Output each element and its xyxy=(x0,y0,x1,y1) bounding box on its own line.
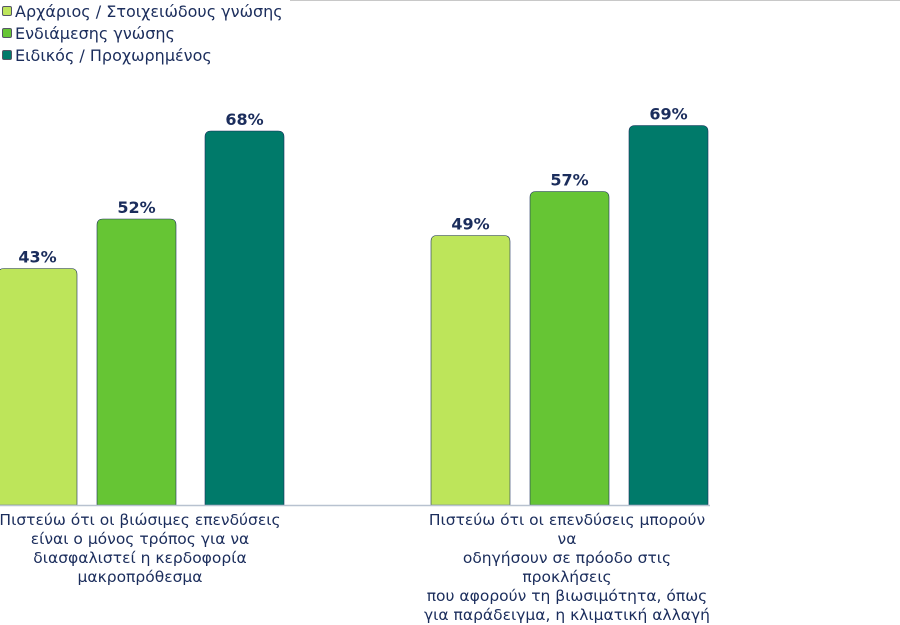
data-label: 68% xyxy=(225,110,263,129)
legend-label: Αρχάριος / Στοιχειώδους γνώσης xyxy=(15,1,283,21)
legend-item-expert: Ειδικός / Προχωρημένος xyxy=(2,44,283,66)
bar xyxy=(96,218,177,506)
data-label: 52% xyxy=(117,198,155,217)
legend-swatch xyxy=(2,6,12,16)
category-line: Πιστεύω ότι οι βιώσιμες επενδύσεις xyxy=(0,511,281,529)
category-label-2: Πιστεύω ότι οι επενδύσεις μπορούν να οδη… xyxy=(417,511,717,625)
category-line: για παράδειγμα, η κλιματική αλλαγή xyxy=(423,606,710,624)
category-label-1: Πιστεύω ότι οι βιώσιμες επενδύσεις είναι… xyxy=(0,511,290,587)
legend-label: Ενδιάμεσης γνώσης xyxy=(15,23,175,43)
legend-item-beginner: Αρχάριος / Στοιχειώδους γνώσης xyxy=(2,0,283,22)
data-label: 49% xyxy=(451,215,489,234)
data-label: 43% xyxy=(18,248,56,267)
legend-swatch xyxy=(2,28,12,38)
data-label: 57% xyxy=(550,171,588,190)
category-line: οδηγήσουν σε πρόοδο στις προκλήσεις xyxy=(462,549,672,586)
category-line: που αφορούν τη βιωσιμότητα, όπως xyxy=(426,587,708,605)
top-border xyxy=(290,0,900,1)
data-label: 69% xyxy=(649,105,687,124)
legend: Αρχάριος / Στοιχειώδους γνώσης Ενδιάμεση… xyxy=(2,0,283,66)
bar xyxy=(628,125,709,506)
legend-item-intermediate: Ενδιάμεσης γνώσης xyxy=(2,22,283,44)
bar xyxy=(430,235,511,506)
bar xyxy=(0,268,78,506)
category-line: διασφαλιστεί η κερδοφορία xyxy=(33,549,247,567)
category-line: είναι ο μόνος τρόπος για να xyxy=(30,530,250,548)
bar xyxy=(204,130,285,506)
legend-label: Ειδικός / Προχωρημένος xyxy=(15,45,212,65)
bar xyxy=(529,191,610,506)
bar-chart: 43% 52% 68% 49% 57% 69% xyxy=(0,105,710,507)
legend-swatch xyxy=(2,50,12,60)
category-line: Πιστεύω ότι οι επενδύσεις μπορούν να xyxy=(428,511,706,548)
category-line: μακροπρόθεσμα xyxy=(77,568,203,586)
